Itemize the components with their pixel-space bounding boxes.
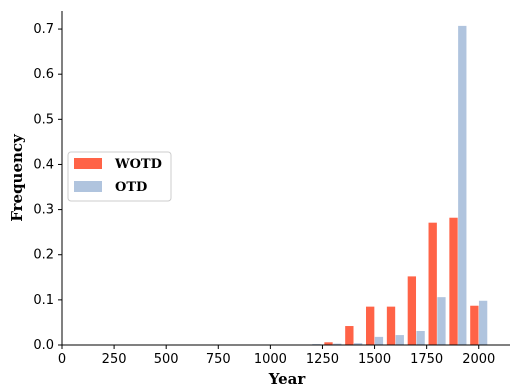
x-tick-label-1500: 1500 (358, 352, 391, 367)
bar-otd-1700 (416, 331, 425, 345)
y-axis-title: Frequency (8, 133, 26, 222)
y-tick-label-0.7: 0.7 (33, 22, 54, 37)
bar-wotd-1700 (407, 276, 417, 345)
legend-label-otd: OTD (115, 180, 147, 195)
axes (61, 11, 510, 346)
bar-otd-1900 (458, 25, 467, 345)
y-tick-label-0.3: 0.3 (33, 203, 54, 218)
bar-wotd-1900 (449, 217, 458, 345)
bar-wotd-2000 (470, 305, 479, 345)
y-tick-label-0.6: 0.6 (33, 67, 54, 82)
x-tick-label-1250: 1250 (306, 352, 339, 367)
bar-wotd-1600 (386, 306, 396, 345)
x-tick-label-2000: 2000 (462, 352, 495, 367)
x-tick-label-1000: 1000 (254, 352, 287, 367)
bar-otd-1400 (353, 343, 363, 345)
x-tick-label-1750: 1750 (410, 352, 443, 367)
bar-otd-2000 (478, 300, 488, 345)
x-tick-label-500: 500 (154, 352, 179, 367)
x-tick-label-0: 0 (58, 352, 66, 367)
bar-wotd-1500 (366, 306, 375, 345)
bar-otd-1300 (333, 343, 342, 345)
y-tick-label-0.0: 0.0 (33, 338, 54, 353)
bars (74, 25, 488, 345)
bar-otd-1800 (437, 297, 446, 345)
bar-wotd-1800 (428, 222, 437, 345)
x-axis-title: Year (268, 370, 307, 385)
legend-swatch-otd (74, 181, 102, 192)
bar-wotd-1400 (345, 326, 354, 345)
y-tick-label-0.5: 0.5 (33, 112, 54, 127)
bar-wotd-1300 (324, 342, 333, 345)
ticks: 0 250 500 750 1000 1250 1500 1750 2000 0.0 0.1 0.2 0… (33, 22, 495, 367)
x-tick-label-250: 250 (102, 352, 127, 367)
bar-otd-1600 (395, 335, 404, 345)
legend-swatch-wotd (74, 158, 102, 169)
y-tick-label-0.4: 0.4 (33, 157, 54, 172)
y-tick-label-0.2: 0.2 (33, 248, 54, 263)
bar-otd-1500 (374, 336, 384, 345)
x-tick-label-750: 750 (206, 352, 231, 367)
legend-label-wotd: WOTD (114, 157, 162, 172)
legend: WOTD OTD (67, 151, 172, 202)
y-tick-label-0.1: 0.1 (33, 293, 54, 308)
